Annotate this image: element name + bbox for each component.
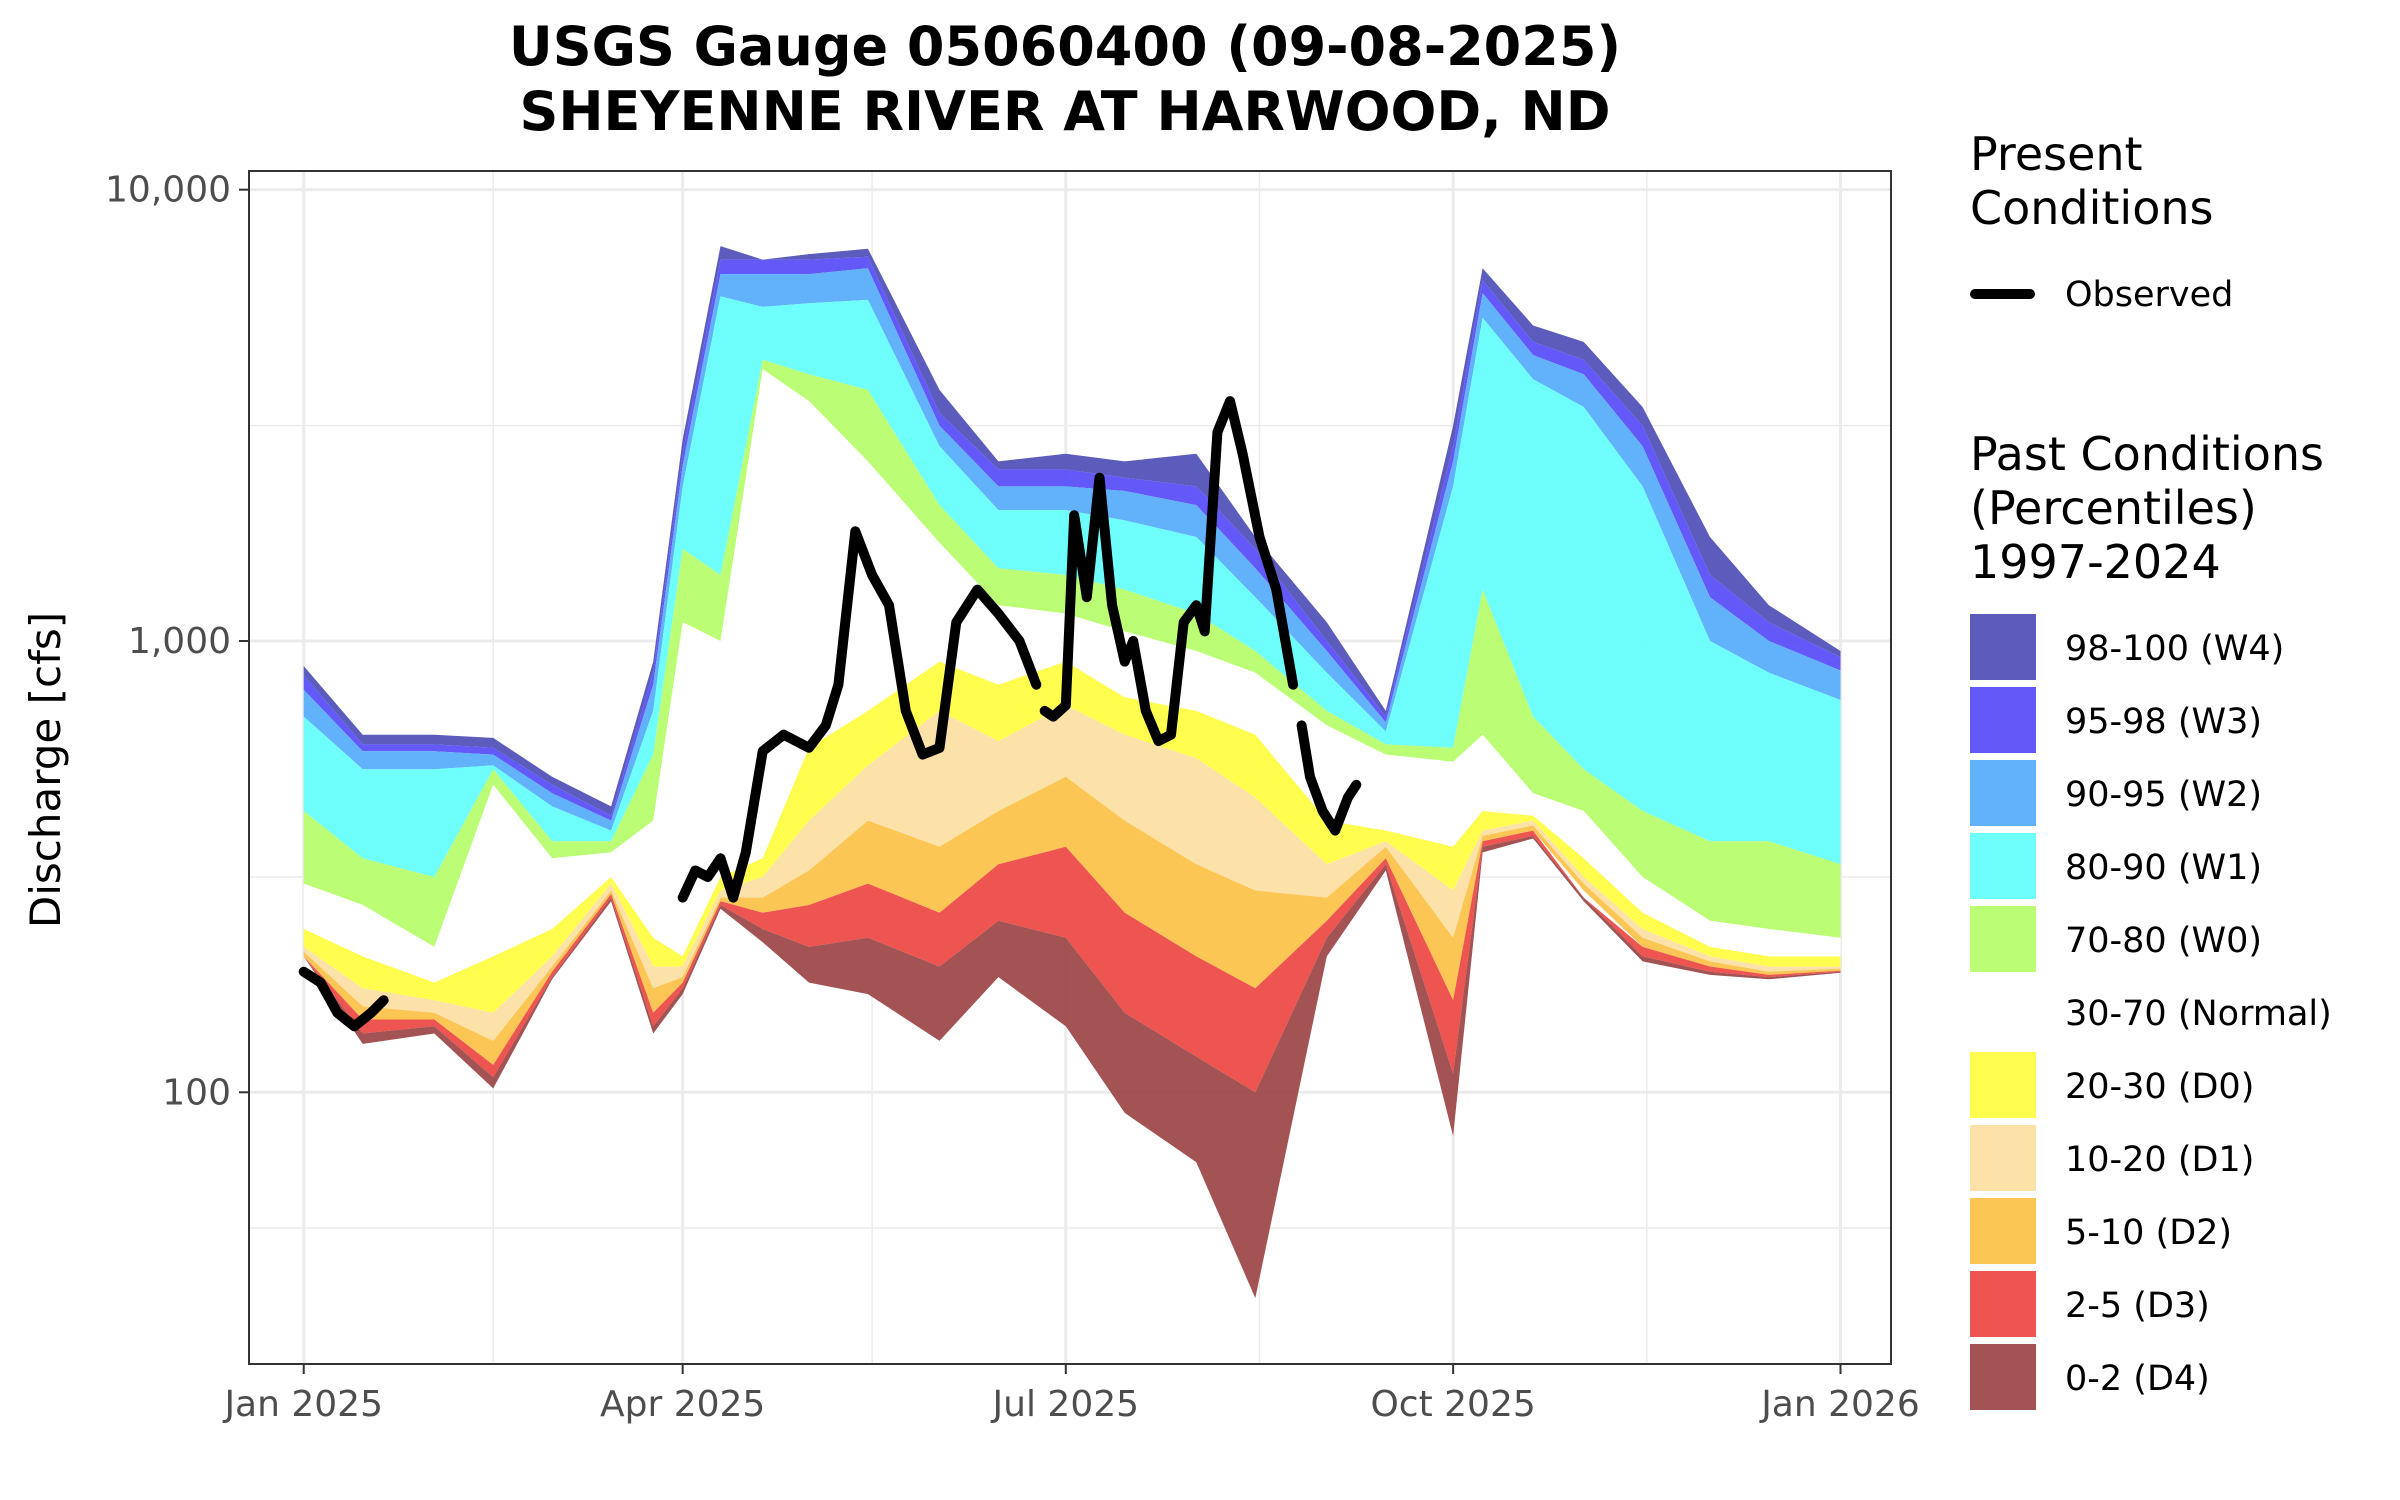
legend-past-title: (Percentiles) xyxy=(1970,481,2257,535)
band-30-70-normal- xyxy=(303,369,1841,983)
y-tick-label: 10,000 xyxy=(105,170,231,211)
band-70-80-w0- xyxy=(303,359,1841,947)
chart-subtitle: SHEYENNE RIVER AT HARWOOD, ND xyxy=(519,80,1610,143)
y-tick-label: 100 xyxy=(162,1072,231,1113)
chart-title: USGS Gauge 05060400 (09-08-2025) xyxy=(509,15,1621,78)
legend-present-title: Present xyxy=(1970,127,2143,181)
legend-key-label: 80-90 (W1) xyxy=(2065,848,2262,888)
band-5-10-d2- xyxy=(303,776,1841,1065)
x-tick-label: Jul 2025 xyxy=(991,1384,1140,1425)
y-tick-label: 1,000 xyxy=(128,621,231,662)
legend-observed-label: Observed xyxy=(2065,275,2233,315)
x-tick-label: Jan 2025 xyxy=(222,1384,383,1425)
legend-key-label: 10-20 (D1) xyxy=(2065,1140,2254,1180)
observed-line-segment xyxy=(1296,720,1362,836)
observed-line-segment xyxy=(298,966,389,1032)
legend-present-title: Conditions xyxy=(1970,181,2213,235)
legend-key-label: 2-5 (D3) xyxy=(2065,1286,2210,1326)
legend-key-label: 20-30 (D0) xyxy=(2065,1067,2254,1107)
legend-key-swatch xyxy=(1970,760,2036,826)
x-tick-label: Oct 2025 xyxy=(1370,1384,1535,1425)
legend-key-swatch xyxy=(1970,1052,2036,1118)
legend-key-swatch xyxy=(1970,614,2036,680)
band-80-90-w1- xyxy=(303,296,1841,877)
panel-border xyxy=(248,170,1892,1365)
x-tick-label: Apr 2025 xyxy=(600,1384,765,1425)
legend-key-swatch xyxy=(1970,1271,2036,1337)
observed-line-segment xyxy=(677,526,1042,903)
legend-key-label: 90-95 (W2) xyxy=(2065,775,2262,815)
band-20-30-d0- xyxy=(303,661,1841,1013)
legend-key-label: 0-2 (D4) xyxy=(2065,1359,2210,1399)
legend-key-label: 30-70 (Normal) xyxy=(2065,994,2332,1034)
plot-area: 100 1,000 10,000 Jan 2025 Apr 2025 Jul 2025 Oc… xyxy=(105,170,1920,1425)
legend-key-label: 5-10 (D2) xyxy=(2065,1213,2232,1253)
legend-key-swatch xyxy=(1970,833,2036,899)
legend-key-swatch xyxy=(1970,1344,2036,1410)
x-tick-label: Jan 2026 xyxy=(1759,1384,1920,1425)
legend-key-swatch xyxy=(1970,906,2036,972)
band-10-20-d1- xyxy=(303,705,1841,1041)
legend-key-swatch xyxy=(1970,687,2036,753)
legend-key-swatch xyxy=(1970,1125,2036,1191)
legend-key-label: 70-80 (W0) xyxy=(2065,921,2262,961)
y-axis-title: Discharge [cfs] xyxy=(21,612,70,928)
observed-line-segment xyxy=(1039,396,1299,747)
legend-key-label: 95-98 (W3) xyxy=(2065,702,2262,742)
legend-past-title: 1997-2024 xyxy=(1970,535,2221,589)
legend-key-swatch xyxy=(1970,979,2036,1045)
band-2-5-d3- xyxy=(303,830,1841,1093)
legend-key-swatch xyxy=(1970,1198,2036,1264)
legend-past-title: Past Conditions xyxy=(1970,427,2324,481)
legend-key-label: 98-100 (W4) xyxy=(2065,629,2284,669)
